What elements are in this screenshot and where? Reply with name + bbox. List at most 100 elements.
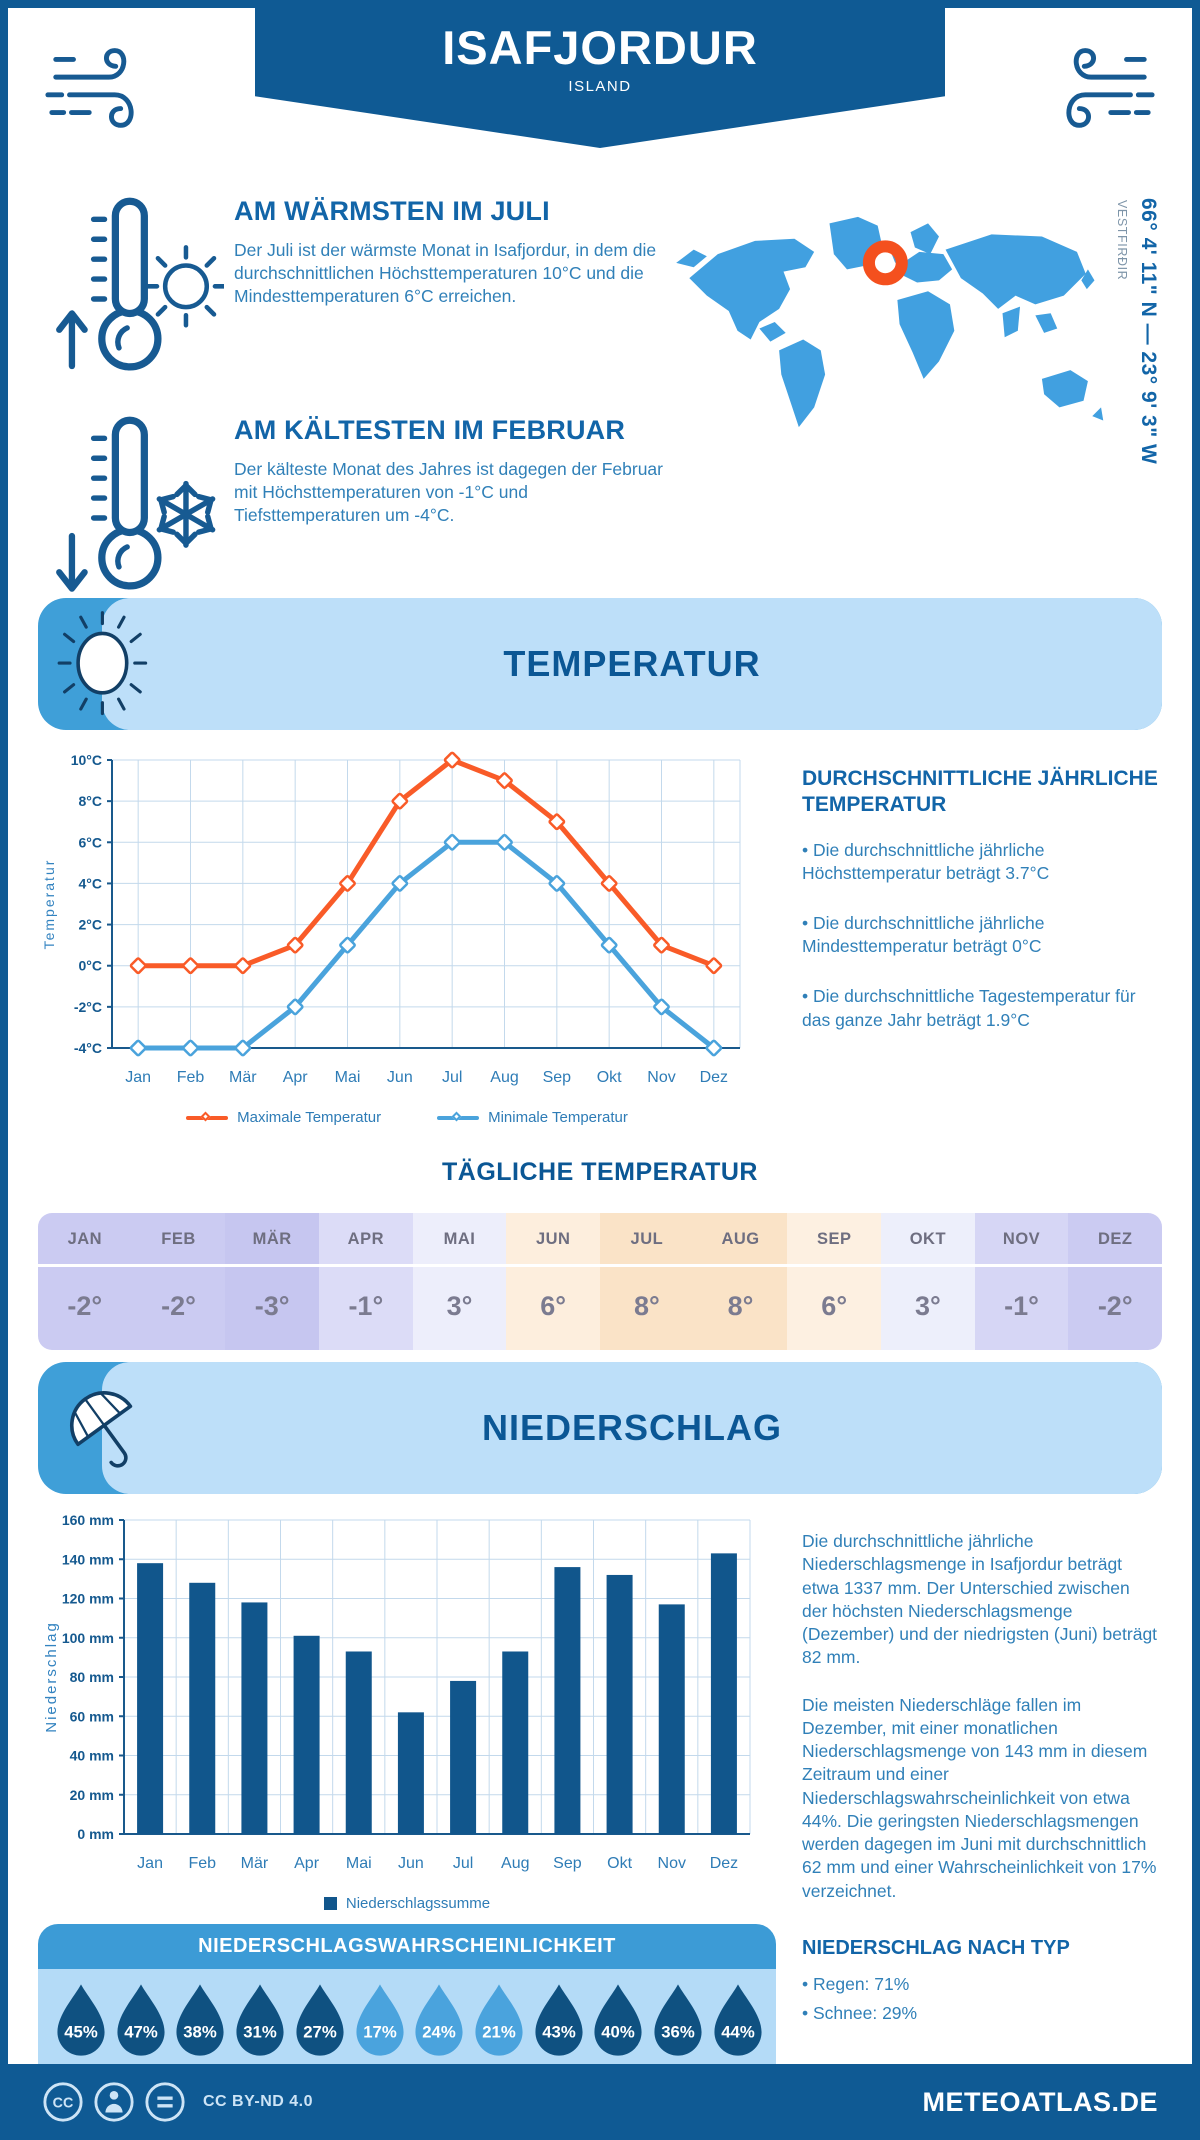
svg-text:100 mm: 100 mm: [62, 1630, 114, 1646]
footer: CC CC BY-ND 4.0 METEOATLAS.DE: [8, 2064, 1192, 2140]
precip-bar: [554, 1567, 581, 1834]
page-subtitle: ISLAND: [568, 78, 632, 95]
precipitation-paragraph: Die meisten Niederschläge fallen im Deze…: [802, 1694, 1157, 1901]
svg-text:-2°C: -2°C: [74, 999, 102, 1015]
legend-item: Niederschlagssumme: [323, 1895, 490, 1912]
svg-text:24%: 24%: [423, 2023, 457, 2042]
temperature-chart-svg: -4°C -2°C 0°C 2°C 4°C 6°C 8°C 10°C Jan Feb Mär Apr M…: [41, 751, 741, 1086]
svg-text:Apr: Apr: [294, 1855, 320, 1872]
precip-bar: [710, 1553, 737, 1834]
svg-text:40 mm: 40 mm: [70, 1748, 114, 1764]
droplet-icon: 36%: [654, 1984, 702, 2056]
warmest-heading: AM WÄRMSTEN IM JULI: [234, 196, 550, 226]
site-name[interactable]: METEOATLAS.DE: [922, 2086, 1158, 2117]
thermometer-down-snowflake-icon: [56, 416, 216, 592]
svg-text:20 mm: 20 mm: [70, 1787, 114, 1803]
svg-text:Mai: Mai: [346, 1855, 372, 1872]
svg-text:Nov: Nov: [658, 1855, 686, 1872]
svg-text:40%: 40%: [602, 2023, 636, 2042]
title-banner: ISAFJORDUR ISLAND: [255, 8, 945, 148]
precip-bar: [137, 1563, 164, 1834]
svg-text:Sep: Sep: [543, 1069, 572, 1086]
daily-temp-column: JUN 6°: [506, 1213, 601, 1350]
precip-bar: [450, 1680, 477, 1834]
daily-temp-column: JUL 8°: [600, 1213, 694, 1350]
svg-text:80 mm: 80 mm: [70, 1669, 114, 1685]
precipitation-side-panel: Die durchschnittliche jährliche Niedersc…: [776, 1508, 1162, 2096]
svg-text:120 mm: 120 mm: [62, 1591, 114, 1607]
warmest-text: Der Juli ist der wärmste Monat in Isafjo…: [234, 240, 657, 307]
daily-temp-column: MAI 3°: [412, 1213, 507, 1350]
svg-text:4°C: 4°C: [79, 875, 103, 891]
temperature-banner: TEMPERATUR: [38, 598, 1162, 730]
droplet-icon: 45%: [57, 1984, 105, 2056]
precip-bar: [502, 1651, 529, 1834]
svg-text:2°C: 2°C: [79, 917, 103, 933]
svg-text:160 mm: 160 mm: [62, 1512, 114, 1528]
region-label: VESTFIRÐIR: [1115, 200, 1129, 281]
cc-icon: CC: [43, 2082, 83, 2122]
svg-text:Dez: Dez: [700, 1069, 728, 1086]
svg-text:36%: 36%: [661, 2023, 695, 2042]
daily-temp-column: NOV -1°: [974, 1213, 1069, 1350]
svg-text:38%: 38%: [184, 2023, 218, 2042]
svg-text:0°C: 0°C: [79, 958, 103, 974]
cc-license-badge[interactable]: CC CC BY-ND 4.0: [42, 2081, 313, 2123]
precip-type-snow: • Schnee: 29%: [802, 2002, 918, 2023]
precipitation-content: 0 mm 20 mm 40 mm 60 mm 80 mm 100 mm 120 mm 140 …: [8, 1494, 1192, 2096]
annual-temp-bullet: • Die durchschnittliche Tagestemperatur …: [802, 986, 1136, 1030]
svg-text:17%: 17%: [363, 2023, 397, 2042]
precip-bar: [189, 1582, 216, 1834]
temperature-section-title: TEMPERATUR: [503, 643, 761, 684]
precip-type-heading: NIEDERSCHLAG NACH TYP: [802, 1936, 1070, 1959]
svg-text:140 mm: 140 mm: [62, 1551, 114, 1567]
daily-temp-column: MÄR -3°: [225, 1213, 320, 1350]
temperature-side-panel: DURCHSCHNITTLICHE JÄHRLICHE TEMPERATUR •…: [776, 744, 1162, 1150]
precipitation-banner: NIEDERSCHLAG: [38, 1362, 1162, 1494]
cc-person-icon: [94, 2082, 134, 2122]
precip-bar: [606, 1574, 633, 1834]
daily-temp-column: SEP 6°: [787, 1213, 882, 1350]
precip-type-rain: • Regen: 71%: [802, 1973, 910, 1994]
svg-text:Jul: Jul: [453, 1855, 473, 1872]
precip-bar: [658, 1604, 685, 1834]
precipitation-chart-svg: 0 mm 20 mm 40 mm 60 mm 80 mm 100 mm 120 mm 140 …: [43, 1512, 751, 1872]
svg-text:31%: 31%: [243, 2023, 277, 2042]
droplet-icon: 24%: [415, 1984, 463, 2056]
droplet-icon: 43%: [535, 1984, 583, 2056]
wind-icon-right: [1066, 48, 1155, 128]
svg-text:Dez: Dez: [710, 1855, 738, 1872]
annual-temp-bullet: • Die durchschnittliche jährliche Höchst…: [802, 839, 1050, 884]
droplet-icon: 21%: [475, 1984, 523, 2056]
annual-temperature-heading: DURCHSCHNITTLICHE JÄHRLICHE TEMPERATUR: [802, 767, 1158, 817]
svg-text:Feb: Feb: [177, 1069, 205, 1086]
world-map: [676, 216, 1104, 428]
coldest-block: AM KÄLTESTEN IM FEBRUAR Der kälteste Mon…: [52, 413, 674, 594]
legend-item: Minimale Temperatur: [437, 1109, 628, 1126]
svg-text:Mai: Mai: [335, 1069, 361, 1086]
intro-section: AM WÄRMSTEN IM JULI Der Juli ist der wär…: [8, 160, 1192, 598]
umbrella-banner-icon: [70, 1391, 133, 1468]
precipitation-legend: Niederschlagssumme: [38, 1895, 776, 1912]
daily-temp-column: FEB -2°: [131, 1213, 226, 1350]
svg-text:Jun: Jun: [387, 1069, 413, 1086]
page-title: ISAFJORDUR: [442, 21, 758, 74]
daily-temp-column: OKT 3°: [881, 1213, 975, 1350]
svg-text:60 mm: 60 mm: [70, 1708, 114, 1724]
sun-banner-icon: [57, 611, 148, 716]
svg-text:0 mm: 0 mm: [77, 1826, 114, 1842]
precip-probability-title: NIEDERSCHLAGSWAHRSCHEINLICHKEIT: [38, 1924, 776, 1969]
header: ISAFJORDUR ISLAND: [8, 8, 1192, 160]
wind-icon-left: [45, 48, 134, 128]
svg-text:Jun: Jun: [398, 1855, 424, 1872]
daily-temperature-table: JAN -2° FEB -2° MÄR -3° APR -1° MAI 3° JUN 6° JUL 8° A…: [38, 1213, 1162, 1350]
temperature-content: -4°C -2°C 0°C 2°C 4°C 6°C 8°C 10°C Jan Feb Mär Apr M…: [8, 730, 1192, 1150]
svg-text:Sep: Sep: [553, 1855, 582, 1872]
droplet-icon: 38%: [176, 1984, 224, 2056]
coldest-text: Der kälteste Monat des Jahres ist dagege…: [234, 459, 663, 526]
daily-temperature-title: TÄGLICHE TEMPERATUR: [442, 1158, 758, 1186]
precip-bar: [345, 1651, 372, 1834]
svg-text:Niederschlag: Niederschlag: [43, 1621, 60, 1733]
svg-text:47%: 47%: [124, 2023, 158, 2042]
